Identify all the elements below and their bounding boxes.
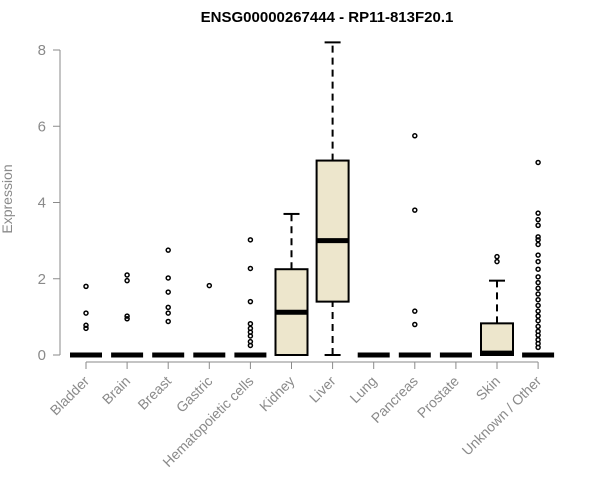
outlier-point: [535, 317, 541, 324]
y-tick-label: 4: [38, 195, 46, 212]
outlier-point: [535, 266, 541, 272]
x-tick-label: Brain: [99, 373, 133, 407]
outlier-point: [124, 277, 130, 284]
outlier-point: [412, 321, 418, 328]
outlier-point: [83, 310, 89, 316]
outlier-point: [83, 283, 89, 290]
outlier-point: [412, 133, 418, 139]
box-group: [111, 272, 144, 358]
outlier-point: [247, 237, 254, 243]
chart-title: ENSG00000267444 - RP11-813F20.1: [201, 9, 454, 26]
outlier-point: [165, 289, 171, 295]
y-tick-label: 0: [38, 347, 46, 364]
outlier-point: [494, 258, 500, 265]
outlier-point: [165, 275, 171, 281]
outlier-point: [535, 274, 541, 280]
outlier-point: [247, 338, 254, 345]
outlier-point: [165, 304, 171, 311]
outlier-point: [247, 320, 254, 327]
y-axis: 0 2 4 6 8: [38, 42, 61, 364]
outlier-point: [535, 210, 541, 216]
box-group: [152, 247, 185, 358]
outlier-point: [535, 252, 541, 258]
x-tick-label: Skin: [473, 373, 504, 404]
outlier-point: [535, 237, 541, 243]
y-tick-label: 8: [38, 42, 46, 59]
outlier-point: [247, 265, 254, 272]
y-tick-label: 2: [38, 271, 46, 288]
outlier-point: [412, 207, 418, 213]
x-tick-label: Bladder: [47, 373, 93, 419]
x-tick-label: Lung: [346, 373, 379, 406]
outlier-point: [83, 322, 89, 329]
outlier-point: [535, 241, 541, 248]
box-group: [398, 133, 431, 358]
outlier-point: [206, 282, 213, 289]
box-group: [70, 283, 102, 358]
outlier-point: [83, 325, 89, 332]
outlier-point: [124, 272, 130, 278]
x-tick-label: Breast: [134, 373, 174, 413]
outlier-point: [535, 308, 541, 314]
box-group: [522, 159, 555, 358]
y-axis-label: Expression: [0, 164, 15, 233]
outlier-point: [165, 247, 171, 253]
outlier-point: [535, 279, 541, 286]
outlier-point: [535, 234, 541, 240]
box-series: [70, 41, 555, 358]
outlier-point: [494, 253, 500, 260]
x-tick-label: Prostate: [414, 373, 462, 421]
outlier-point: [412, 308, 418, 314]
box-group: [480, 253, 514, 357]
outlier-point: [124, 316, 130, 322]
box-group: [193, 282, 226, 358]
outlier-point: [535, 337, 541, 343]
x-tick-label: Kidney: [256, 373, 298, 415]
box-group: [315, 41, 350, 356]
outlier-point: [124, 313, 130, 319]
box-group: [274, 212, 309, 356]
outlier-point: [535, 323, 541, 330]
outlier-point: [247, 325, 254, 332]
x-tick-label: Liver: [306, 373, 339, 406]
outlier-point: [165, 318, 171, 325]
box: [315, 159, 350, 303]
outlier-point: [535, 222, 541, 229]
outlier-point: [535, 313, 541, 319]
outlier-point: [535, 285, 541, 292]
outlier-point: [535, 291, 541, 297]
outlier-point: [535, 159, 541, 166]
y-tick-label: 6: [38, 118, 46, 135]
outlier-point: [535, 302, 541, 309]
box: [480, 322, 514, 357]
box-group: [234, 237, 267, 358]
outlier-point: [165, 310, 171, 316]
outlier-point: [535, 216, 541, 223]
outlier-point: [535, 258, 541, 265]
outlier-point: [535, 328, 541, 335]
outlier-point: [535, 296, 541, 303]
outlier-point: [247, 298, 254, 305]
